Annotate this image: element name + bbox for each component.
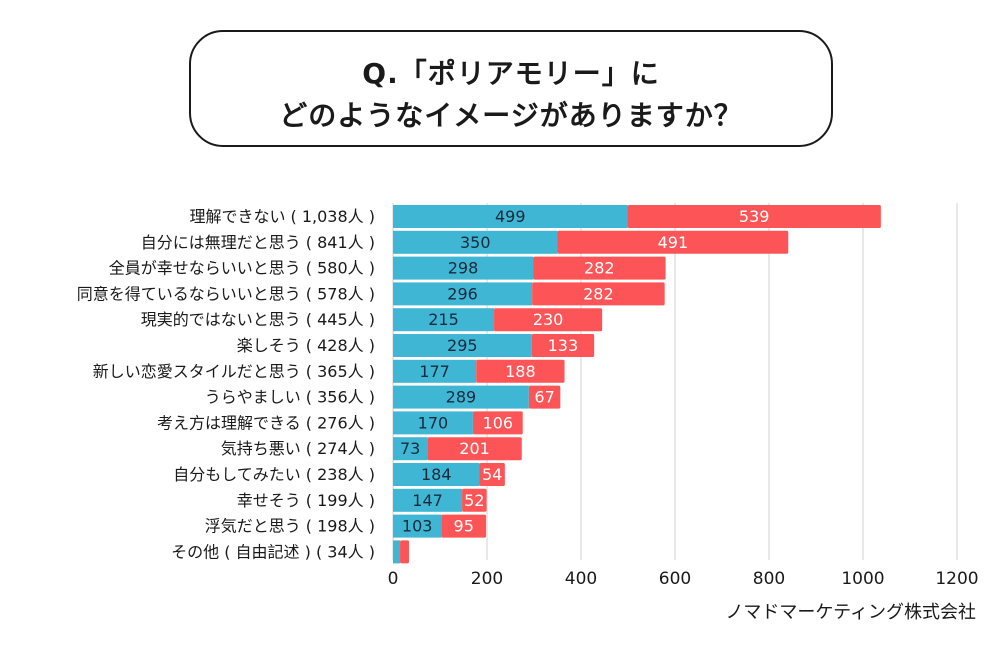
data-label-series-2: 491: [658, 233, 689, 252]
category-label: 理解できない ( 1,038人 ): [189, 207, 375, 226]
chart-title-line-2: どのようなイメージがありますか？: [279, 99, 743, 132]
category-label: 自分には無理だと思う ( 841人 ): [141, 233, 375, 252]
data-label-series-2: 95: [454, 517, 474, 536]
bar-segment-series-1: [393, 488, 463, 512]
bar-segment-series-1: [393, 514, 442, 538]
data-label-series-2: 106: [483, 413, 514, 432]
bar-segment-series-2: [441, 514, 487, 538]
category-label: 全員が幸せならいいと思う ( 580人 ): [109, 259, 375, 278]
data-label-series-2: 54: [482, 465, 502, 484]
x-tick-label: 400: [565, 569, 597, 589]
category-label: うらやましい ( 356人 ): [205, 388, 375, 407]
bar-segment-series-2: [531, 334, 595, 357]
bar-segment-series-1: [393, 359, 477, 383]
bar-segment-series-2: [462, 488, 487, 512]
category-label: 考え方は理解できる ( 276人 ): [157, 413, 375, 432]
data-label-series-1: 177: [419, 362, 450, 381]
category-label: 楽しそう ( 428人 ): [237, 336, 375, 355]
title-box: Q.「ポリアモリー」に どのようなイメージがありますか？: [189, 30, 833, 147]
data-label-series-1: 184: [421, 465, 452, 484]
data-label-series-2: 133: [548, 336, 579, 355]
category-label: 同意を得ているならいいと思う ( 578人 ): [77, 284, 375, 303]
data-label-series-2: 539: [739, 207, 770, 226]
category-label: その他 ( 自由記述 ) ( 34人 ): [171, 542, 375, 561]
bar-segment-series-1: [393, 385, 529, 409]
x-tick-label: 1200: [935, 569, 978, 589]
bar-segment-series-1: [393, 282, 533, 306]
chart-title-line-1: Q.「ポリアモリー」に: [362, 57, 660, 90]
bar-segment-series-2: [557, 230, 789, 254]
data-label-series-1: 499: [495, 207, 526, 226]
category-label: 新しい恋愛スタイルだと思う ( 365人 ): [93, 362, 375, 381]
x-tick-label: 800: [753, 569, 785, 589]
bar-segment-series-2: [627, 205, 881, 228]
bars: 499 539 350 491 298 282 296 282 215 230 295 133 177 1…: [393, 205, 881, 564]
bar-segment-series-2: [400, 540, 409, 564]
data-label-series-2: 52: [464, 491, 484, 510]
bar-segment-series-2: [472, 411, 523, 435]
bar-segment-series-1: [393, 230, 558, 254]
data-label-series-1: 103: [402, 517, 433, 536]
data-label-series-2: 67: [534, 388, 554, 407]
bar-segment-series-1: [393, 411, 473, 435]
data-label-series-1: 73: [400, 439, 420, 458]
bar-segment-series-1: [393, 334, 532, 357]
x-tick-label: 200: [471, 569, 503, 589]
data-label-series-1: 289: [446, 388, 477, 407]
x-axis-ticks: 0 200 400 600 800 1000 1200: [388, 569, 979, 589]
bar-segment-series-2: [479, 463, 505, 486]
bar-segment-series-1: [393, 205, 628, 228]
credit-text: ノマドマーケティング株式会社: [725, 602, 976, 623]
bar-segment-series-2: [476, 359, 565, 383]
bar-segment-series-2: [427, 437, 522, 461]
data-label-series-1: 298: [448, 259, 479, 278]
data-label-series-2: 188: [505, 362, 536, 381]
bar-segment-series-2: [532, 282, 665, 306]
bar-segment-series-1: [393, 463, 480, 486]
data-label-series-2: 201: [459, 439, 490, 458]
data-label-series-1: 147: [412, 491, 443, 510]
bar-segment-series-2: [494, 308, 603, 332]
data-label-series-1: 296: [447, 284, 478, 303]
category-label: 現実的ではないと思う ( 445人 ): [141, 310, 375, 329]
data-label-series-2: 282: [583, 284, 614, 303]
data-label-series-1: 295: [447, 336, 478, 355]
data-label-series-2: 230: [533, 310, 564, 329]
bar-segment-series-2: [533, 256, 666, 280]
bar-segment-series-1: [393, 308, 495, 332]
bar-segment-series-1: [393, 540, 401, 564]
category-label: 浮気だと思う ( 198人 ): [205, 517, 375, 536]
x-tick-label: 0: [388, 569, 399, 589]
x-tick-label: 1000: [841, 569, 884, 589]
bar-segment-series-1: [393, 437, 428, 461]
bar-segment-series-2: [528, 385, 561, 409]
data-label-series-1: 170: [418, 413, 449, 432]
category-labels: 理解できない ( 1,038人 ) 自分には無理だと思う ( 841人 ) 全員が幸…: [77, 207, 375, 561]
data-label-series-2: 282: [584, 259, 615, 278]
data-label-series-1: 350: [460, 233, 491, 252]
category-label: 自分もしてみたい ( 238人 ): [173, 465, 375, 484]
x-tick-label: 600: [659, 569, 691, 589]
category-label: 幸せそう ( 199人 ): [237, 491, 375, 510]
category-label: 気持ち悪い ( 274人 ): [221, 439, 375, 458]
bar-segment-series-1: [393, 256, 534, 280]
data-label-series-1: 215: [428, 310, 459, 329]
